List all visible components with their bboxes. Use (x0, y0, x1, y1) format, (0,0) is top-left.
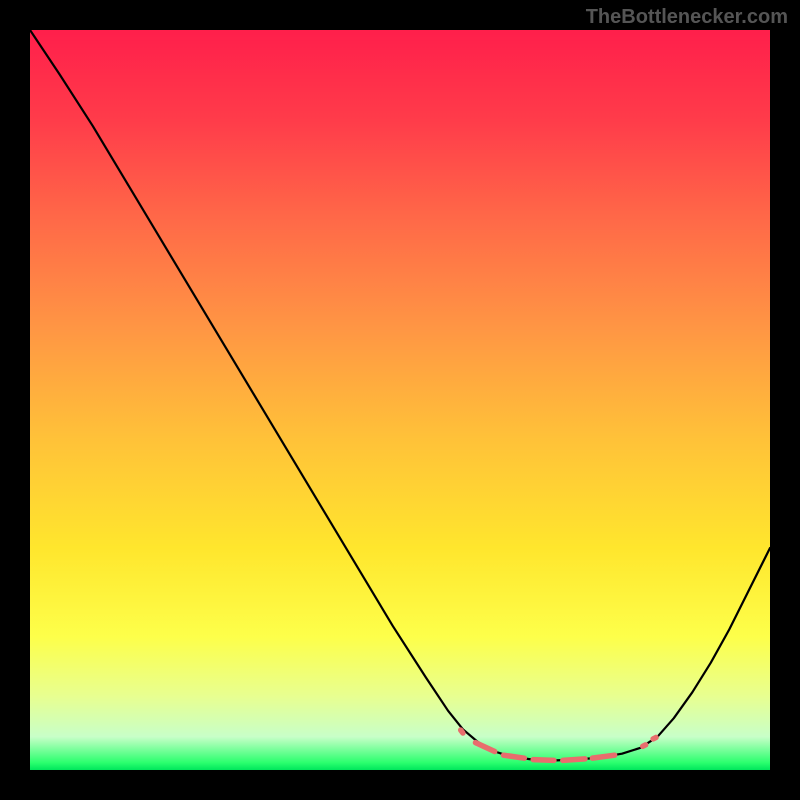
highlight-markers (461, 730, 656, 760)
curve-layer (30, 30, 770, 770)
watermark-text: TheBottlenecker.com (586, 6, 788, 29)
plot-area (30, 30, 770, 770)
bottleneck-curve (30, 30, 770, 760)
